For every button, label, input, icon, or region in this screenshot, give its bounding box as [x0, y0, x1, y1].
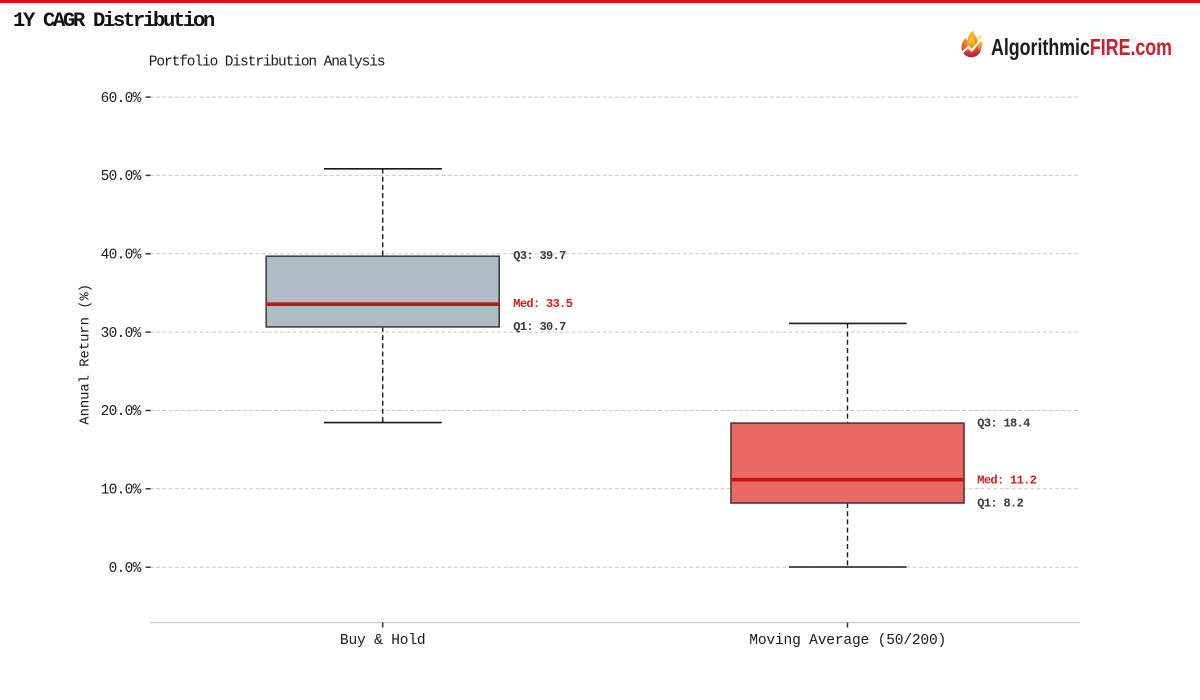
svg-text:Annual Return (%): Annual Return (%)	[77, 284, 93, 425]
svg-text:Portfolio Distribution Analysi: Portfolio Distribution Analysis	[149, 55, 385, 71]
svg-text:Moving Average (50/200): Moving Average (50/200)	[749, 633, 946, 649]
svg-text:Med: 11.2: Med: 11.2	[977, 474, 1036, 488]
svg-text:30.0%: 30.0%	[101, 326, 142, 342]
svg-text:50.0%: 50.0%	[101, 169, 142, 185]
svg-text:Buy & Hold: Buy & Hold	[340, 633, 426, 649]
svg-text:Q3: 18.4: Q3: 18.4	[977, 417, 1030, 431]
svg-text:40.0%: 40.0%	[101, 248, 142, 264]
svg-text:20.0%: 20.0%	[101, 404, 142, 420]
svg-text:Med: 33.5: Med: 33.5	[513, 297, 572, 311]
svg-text:60.0%: 60.0%	[101, 91, 142, 107]
svg-text:Q1: 30.7: Q1: 30.7	[513, 320, 566, 334]
svg-text:10.0%: 10.0%	[101, 483, 142, 499]
svg-text:Q3: 39.7: Q3: 39.7	[513, 249, 566, 263]
svg-text:0.0%: 0.0%	[109, 561, 142, 577]
svg-text:Q1: 8.2: Q1: 8.2	[977, 497, 1023, 511]
